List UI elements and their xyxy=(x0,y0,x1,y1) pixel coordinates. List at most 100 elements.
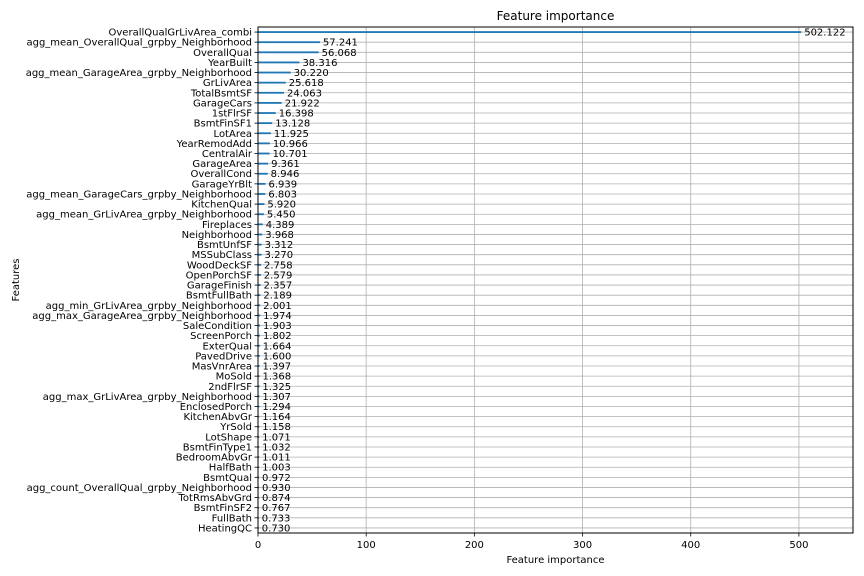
bar-value-label: 1.071 xyxy=(262,432,291,443)
y-tick-label: BsmtUnfSF xyxy=(197,240,252,251)
bar xyxy=(258,284,261,286)
bar xyxy=(258,152,270,155)
y-tick-label: GrLivArea xyxy=(203,78,252,89)
x-tick-label: 0 xyxy=(255,540,261,551)
y-tick-label: GarageCars xyxy=(193,98,252,109)
bar-value-label: 21.922 xyxy=(285,98,320,109)
bar xyxy=(258,446,260,448)
bar-value-label: 2.001 xyxy=(263,301,292,312)
bar-value-label: 3.968 xyxy=(265,230,294,241)
bar-value-label: 0.733 xyxy=(262,513,291,524)
bar xyxy=(258,344,260,347)
bar xyxy=(258,476,260,479)
bar-value-label: 1.032 xyxy=(262,442,291,453)
bar xyxy=(258,405,260,408)
y-tick-label: agg_count_OverallQual_grpby_Neighborhood xyxy=(27,483,252,494)
y-tick-label: Fireplaces xyxy=(202,220,252,231)
bar-value-label: 2.357 xyxy=(264,281,293,292)
y-tick-label: BedroomAbvGr xyxy=(176,453,253,464)
y-tick-label: HeatingQC xyxy=(198,523,252,534)
bar xyxy=(258,385,260,388)
bar xyxy=(258,193,266,195)
bar-value-label: 0.730 xyxy=(262,523,291,534)
bar-value-label: 10.966 xyxy=(273,139,308,150)
y-tick-label: agg_mean_OverallQual_grpby_Neighborhood xyxy=(26,38,252,49)
bar-value-label: 6.803 xyxy=(268,189,297,200)
x-tick-label: 200 xyxy=(465,540,484,551)
bar-value-label: 30.220 xyxy=(294,68,329,79)
bar xyxy=(258,486,260,489)
bar-value-label: 57.241 xyxy=(323,38,358,49)
y-tick-label: YearBuilt xyxy=(207,58,252,69)
bar xyxy=(258,132,271,135)
y-tick-label: WoodDeckSF xyxy=(187,260,252,271)
bar-value-label: 1.664 xyxy=(263,341,292,352)
bar-value-label: 1.802 xyxy=(263,331,292,342)
bar xyxy=(258,31,802,33)
y-tick-label: BsmtFullBath xyxy=(186,291,252,302)
y-tick-label: TotRmsAbvGrd xyxy=(178,493,253,504)
bar xyxy=(258,223,263,226)
bar-value-label: 1.158 xyxy=(262,422,291,433)
y-tick-label: CentralAir xyxy=(202,149,253,160)
bar xyxy=(258,182,266,185)
bar xyxy=(258,324,261,327)
bar xyxy=(258,172,268,175)
grid-lines xyxy=(257,27,853,533)
bar-value-label: 1.974 xyxy=(263,311,292,322)
y-tick-label: MasVnrArea xyxy=(192,362,252,373)
bar-value-label: 1.600 xyxy=(263,351,292,362)
y-tick-label: GarageArea xyxy=(192,159,252,170)
y-tick-label: BsmtFinSF1 xyxy=(194,119,252,130)
bar-value-label: 1.003 xyxy=(262,463,291,474)
bar xyxy=(258,51,319,54)
y-tick-label: 2ndFlrSF xyxy=(208,382,252,393)
chart-title: Feature importance xyxy=(497,9,615,23)
bar xyxy=(258,354,260,357)
y-tick-label: SaleCondition xyxy=(183,321,252,332)
bar xyxy=(258,425,260,428)
bar xyxy=(258,314,261,317)
bar xyxy=(258,274,261,276)
y-tick-label: Neighborhood xyxy=(182,230,252,241)
bar xyxy=(258,213,264,216)
bar xyxy=(258,243,262,246)
y-tick-label: TotalBsmtSF xyxy=(190,88,252,99)
x-tick-label: 400 xyxy=(681,540,700,551)
bar xyxy=(258,466,260,469)
bar-value-label: 25.618 xyxy=(289,78,324,89)
bar xyxy=(258,91,285,94)
y-tick-label: FullBath xyxy=(212,513,252,524)
bar-value-label: 2.189 xyxy=(263,291,292,302)
bar-value-label: 1.397 xyxy=(263,362,292,373)
y-tick-label: GarageFinish xyxy=(187,281,252,292)
bar-value-label: 16.398 xyxy=(279,109,314,120)
bar xyxy=(258,365,260,367)
y-tick-label: agg_max_GarageArea_grpby_Neighborhood xyxy=(32,311,252,322)
y-tick-label: LotArea xyxy=(214,129,252,140)
bar-value-label: 3.270 xyxy=(265,250,294,261)
bar-value-label: 5.920 xyxy=(267,200,296,211)
y-tick-label: OverallCond xyxy=(190,169,252,180)
bar xyxy=(258,142,270,145)
bar xyxy=(258,61,300,64)
bar-value-label: 1.368 xyxy=(262,372,291,383)
bar xyxy=(258,101,282,104)
bar-value-label: 10.701 xyxy=(273,149,308,160)
y-tick-label: KitchenAbvGr xyxy=(183,412,252,423)
bar-value-label: 11.925 xyxy=(274,129,309,140)
bar xyxy=(258,415,260,418)
bar xyxy=(258,435,260,438)
x-tick-label: 500 xyxy=(789,540,808,551)
bar xyxy=(258,112,276,114)
bar xyxy=(258,263,261,266)
x-tick-label: 100 xyxy=(357,540,376,551)
y-tick-label: agg_mean_GarageArea_grpby_Neighborhood xyxy=(26,68,252,79)
bar xyxy=(258,395,260,398)
bar-value-label: 5.450 xyxy=(267,210,296,221)
y-tick-label: HalfBath xyxy=(209,463,252,474)
y-tick-label: MSSubClass xyxy=(192,250,252,261)
bar xyxy=(258,81,286,84)
y-tick-label: agg_min_GrLivArea_grpby_Neighborhood xyxy=(46,301,252,312)
